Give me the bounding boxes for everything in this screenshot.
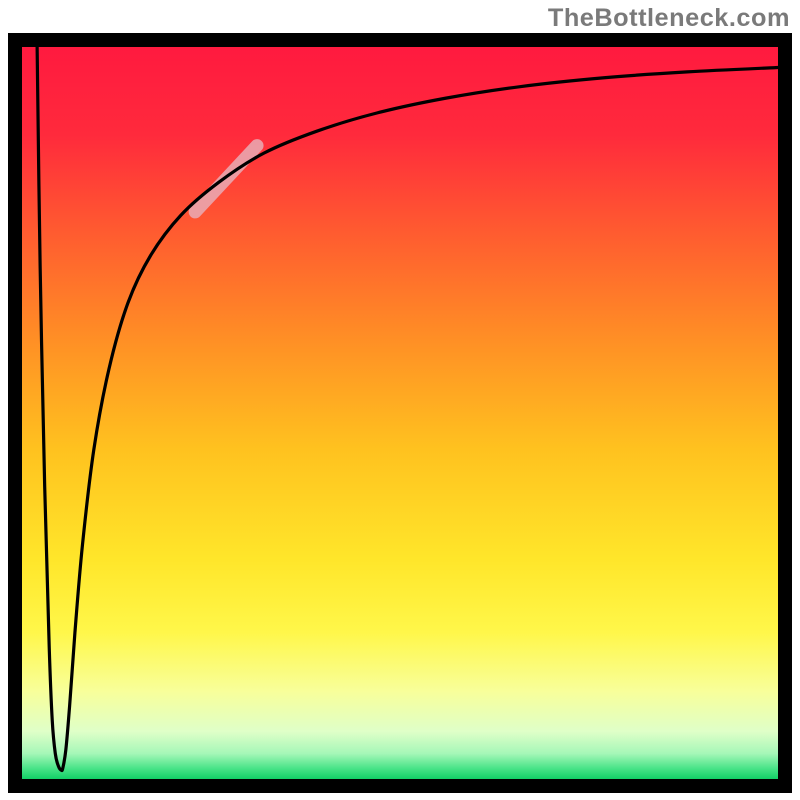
chart-container: TheBottleneck.com: [0, 0, 800, 800]
bottleneck-chart-svg: [0, 0, 800, 800]
plot-background: [22, 47, 778, 779]
